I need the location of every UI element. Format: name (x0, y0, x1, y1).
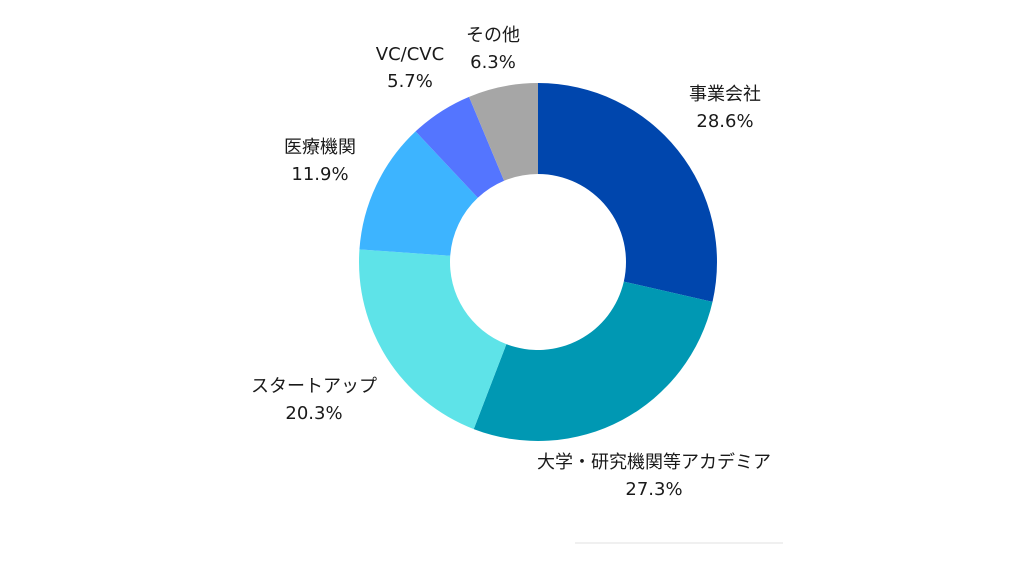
slice-2 (473, 281, 713, 441)
slice-5 (415, 96, 505, 198)
slice-label-name-6: その他 (466, 25, 520, 46)
slice-6 (469, 83, 538, 181)
slice-label-value-1: 28.6% (696, 111, 753, 132)
labels-group: 事業会社 28.6% 大学・研究機関等アカデミア 27.3% スタートアップ 20.3% 医… (251, 25, 771, 500)
slice-label-name-3: スタートアップ (251, 376, 377, 397)
slice-label-value-5: 5.7% (387, 71, 433, 92)
slice-1 (538, 83, 717, 302)
slice-label-value-6: 6.3% (470, 52, 516, 73)
slice-label-value-4: 11.9% (291, 164, 348, 185)
slice-label-name-5: VC/CVC (376, 44, 444, 65)
slice-3 (359, 249, 507, 430)
slice-label-name-2: 大学・研究機関等アカデミア (537, 452, 771, 473)
slice-label-value-2: 27.3% (625, 479, 682, 500)
slice-4 (359, 131, 478, 256)
slices-group (359, 83, 717, 441)
slice-label-value-3: 20.3% (285, 403, 342, 424)
slice-label-name-1: 事業会社 (689, 84, 761, 105)
slice-label-name-4: 医療機関 (284, 137, 356, 158)
